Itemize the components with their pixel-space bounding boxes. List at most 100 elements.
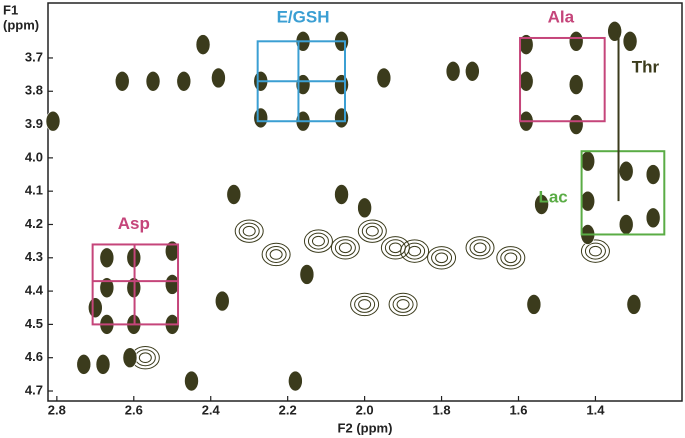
peak (288, 370, 303, 392)
contour-ring (584, 242, 606, 260)
peak (195, 34, 211, 55)
peak (253, 107, 269, 129)
weak-peak (234, 219, 264, 243)
contour-ring (408, 245, 422, 257)
contour-ring (404, 242, 426, 260)
x-tick-label: 1.8 (433, 402, 451, 417)
contour-ring (388, 242, 402, 254)
contour-ring (234, 219, 264, 243)
peak (164, 240, 180, 262)
peak (114, 70, 130, 92)
y-tick-label: 4.4 (25, 283, 44, 298)
y-tick-label: 4.3 (25, 249, 43, 264)
contour-ring (238, 222, 260, 240)
y-tick-label: 4.6 (25, 349, 43, 364)
peak (88, 297, 103, 319)
contour-ring (588, 245, 602, 257)
y-tick-label: 3.7 (25, 49, 43, 64)
weak-peak (465, 236, 495, 260)
contour-ring (350, 292, 380, 317)
contour-ring (307, 232, 329, 250)
contour-ring (269, 249, 283, 260)
contour-ring (334, 239, 356, 257)
contour-ring (392, 295, 414, 313)
contour-ring (311, 235, 325, 247)
x-tick-label: 2.8 (48, 402, 66, 417)
peak (568, 74, 584, 95)
contour-ring (242, 225, 256, 237)
contour-ring (357, 219, 387, 243)
weak-peak (388, 292, 418, 317)
contour-ring (396, 299, 410, 310)
y-axis-label: (ppm) (3, 17, 39, 32)
x-tick-label: 2.4 (202, 402, 221, 417)
contour-ring (504, 252, 518, 264)
contour-ring (400, 239, 430, 263)
contour-ring (384, 239, 406, 257)
spin-system-box (519, 36, 606, 123)
peak (445, 60, 461, 82)
y-tick-label: 4.2 (25, 216, 43, 231)
y-tick-label: 3.9 (25, 116, 43, 131)
peak (299, 264, 315, 285)
peak (518, 70, 534, 92)
weak-peak (427, 246, 457, 270)
contour-ring (388, 292, 418, 317)
peak (626, 294, 642, 315)
contour-ring (265, 245, 287, 263)
peak (568, 114, 584, 135)
peak (122, 347, 138, 369)
contour-ring (496, 246, 526, 270)
weak-peak (303, 229, 333, 253)
contour-ring (435, 252, 449, 264)
peak (526, 294, 542, 315)
annotation: E/GSH (277, 7, 330, 26)
annotation: Thr (632, 57, 660, 76)
weak-peak (380, 236, 410, 260)
annotation: Lac (538, 187, 567, 206)
weak-peak (580, 239, 610, 263)
contour-ring (134, 349, 156, 367)
contour-ring (303, 229, 333, 253)
peak (618, 214, 634, 235)
contour-ring (361, 222, 383, 240)
x-tick-label: 1.6 (509, 402, 527, 417)
contour-ring (380, 236, 410, 260)
contour-ring (431, 249, 453, 267)
peak (334, 107, 349, 129)
annotation: Ala (548, 7, 575, 26)
contour-ring (469, 239, 491, 257)
contour-ring (354, 295, 376, 313)
x-tick-label: 2.6 (125, 402, 143, 417)
peak (99, 277, 115, 299)
x-tick-label: 2.2 (279, 402, 297, 417)
peak (622, 31, 638, 52)
x-tick-label: 1.4 (586, 402, 605, 417)
spin-system-box (580, 150, 666, 236)
peak (95, 354, 111, 375)
peak (465, 60, 480, 82)
peak (76, 354, 92, 375)
contour-ring (138, 352, 152, 364)
peak (607, 21, 622, 42)
contour-ring (330, 236, 360, 260)
contour-ring (427, 246, 457, 270)
weak-peak (330, 236, 360, 260)
annotation: Asp (118, 214, 150, 233)
y-axis-label: F1 (3, 2, 18, 17)
peak (45, 110, 61, 132)
x-tick-label: 2.0 (356, 402, 374, 417)
y-tick-label: 3.8 (25, 83, 43, 98)
y-tick-label: 4.5 (25, 316, 43, 331)
peak (214, 290, 230, 312)
weak-peak (496, 246, 526, 270)
peak (580, 190, 596, 212)
peak (334, 184, 349, 205)
contour-ring (338, 242, 352, 254)
peak (568, 31, 584, 52)
peak (184, 370, 199, 392)
peak (376, 67, 392, 89)
peak (334, 74, 349, 95)
y-tick-label: 4.0 (25, 149, 43, 164)
